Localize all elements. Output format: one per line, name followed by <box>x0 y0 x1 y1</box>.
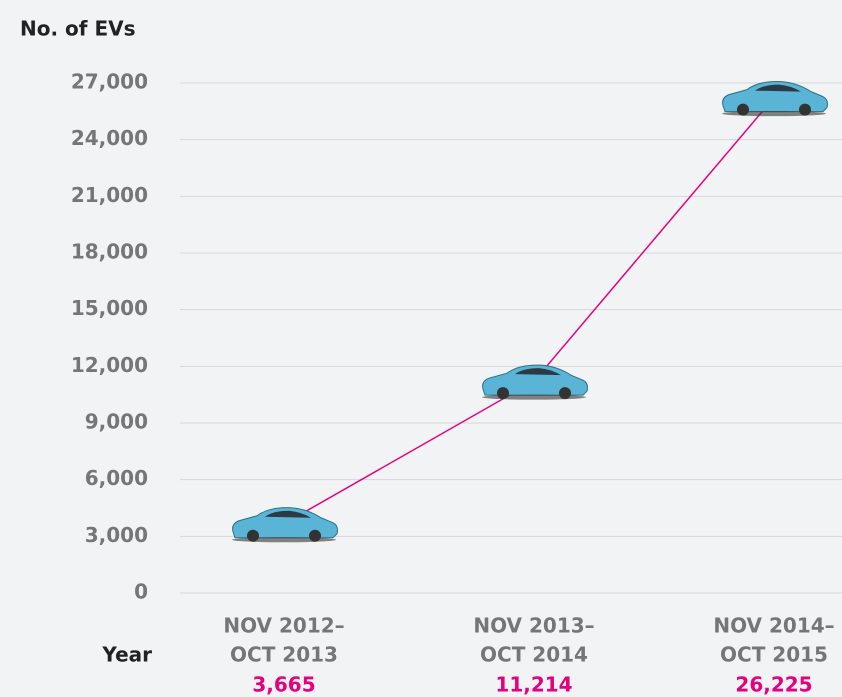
wheel <box>737 103 749 116</box>
x-axis-label: Year <box>101 643 152 667</box>
x-tick-label: OCT 2014 <box>480 643 588 667</box>
x-tick-label: NOV 2013– <box>473 614 594 638</box>
car-marker <box>722 81 828 117</box>
car-body <box>232 507 338 539</box>
y-tick-label: 12,000 <box>71 353 148 377</box>
car-window <box>265 510 311 518</box>
x-tick-label: NOV 2012– <box>223 614 344 638</box>
wheel <box>497 387 509 400</box>
value-label: 26,225 <box>735 673 812 697</box>
car-marker <box>482 364 588 400</box>
y-tick-label: 18,000 <box>71 240 148 264</box>
y-tick-label: 15,000 <box>71 296 148 320</box>
y-tick-label: 6,000 <box>85 466 148 490</box>
y-tick-label: 0 <box>134 580 148 604</box>
data-line <box>283 97 775 525</box>
wheel <box>559 387 571 400</box>
car-body <box>722 81 828 113</box>
car-window <box>755 84 801 92</box>
y-tick-label: 27,000 <box>71 70 148 94</box>
y-tick-label: 24,000 <box>71 126 148 150</box>
value-label: 3,665 <box>252 673 315 697</box>
y-tick-label: 21,000 <box>71 183 148 207</box>
wheel <box>247 529 259 542</box>
car-marker <box>232 507 338 543</box>
x-tick-label: NOV 2014– <box>713 614 834 638</box>
car-window <box>515 368 561 376</box>
wheel <box>799 103 811 116</box>
wheel <box>309 529 321 542</box>
y-tick-label: 3,000 <box>85 523 148 547</box>
x-tick-label: OCT 2013 <box>230 643 338 667</box>
y-tick-label: 9,000 <box>85 410 148 434</box>
x-tick-label: OCT 2015 <box>720 643 828 667</box>
car-body <box>482 364 588 396</box>
y-axis-label: No. of EVs <box>20 17 136 41</box>
value-label: 11,214 <box>495 673 572 697</box>
